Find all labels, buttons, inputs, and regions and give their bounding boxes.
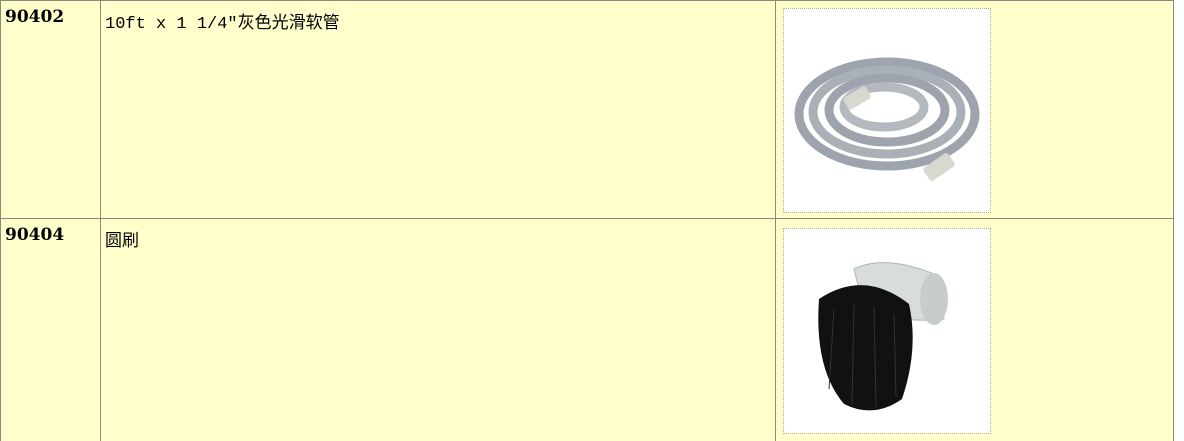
image-cell (775, 218, 1174, 441)
item-description: 圆刷 (100, 218, 776, 441)
brush-image (818, 262, 948, 411)
item-code: 90404 (0, 218, 101, 441)
hose-image (794, 57, 980, 181)
item-description: 10ft x 1 1/4″灰色光滑软管 (100, 0, 776, 219)
image-frame (783, 8, 991, 213)
item-code: 90402 (0, 0, 101, 219)
image-cell (775, 0, 1174, 219)
image-frame (783, 228, 991, 434)
